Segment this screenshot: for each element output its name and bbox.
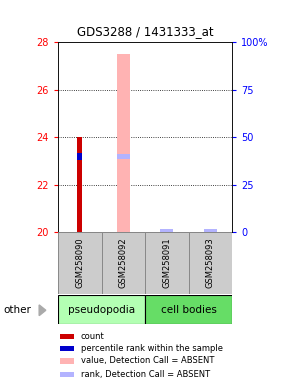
Text: value, Detection Call = ABSENT: value, Detection Call = ABSENT xyxy=(81,356,214,366)
Bar xyxy=(102,232,145,294)
Bar xyxy=(204,230,217,232)
Text: cell bodies: cell bodies xyxy=(161,305,216,314)
Text: GSM258091: GSM258091 xyxy=(162,238,171,288)
Text: pseudopodia: pseudopodia xyxy=(68,305,135,314)
Bar xyxy=(160,230,173,232)
Text: rank, Detection Call = ABSENT: rank, Detection Call = ABSENT xyxy=(81,370,210,379)
Bar xyxy=(188,232,232,294)
Bar xyxy=(60,371,74,377)
Bar xyxy=(58,232,102,294)
Text: GDS3288 / 1431333_at: GDS3288 / 1431333_at xyxy=(77,25,213,38)
Text: other: other xyxy=(3,305,31,315)
Text: count: count xyxy=(81,332,104,341)
Text: GSM258093: GSM258093 xyxy=(206,238,215,288)
Bar xyxy=(117,54,130,232)
Polygon shape xyxy=(39,305,46,316)
Text: percentile rank within the sample: percentile rank within the sample xyxy=(81,344,223,353)
Bar xyxy=(60,334,74,339)
Bar xyxy=(145,295,232,324)
Bar xyxy=(60,346,74,351)
Text: GSM258090: GSM258090 xyxy=(75,238,84,288)
Bar xyxy=(58,295,145,324)
Bar xyxy=(60,358,74,364)
Bar xyxy=(145,232,188,294)
Bar xyxy=(77,153,82,160)
Bar xyxy=(77,137,82,232)
Text: GSM258092: GSM258092 xyxy=(119,238,128,288)
Bar xyxy=(117,154,130,159)
